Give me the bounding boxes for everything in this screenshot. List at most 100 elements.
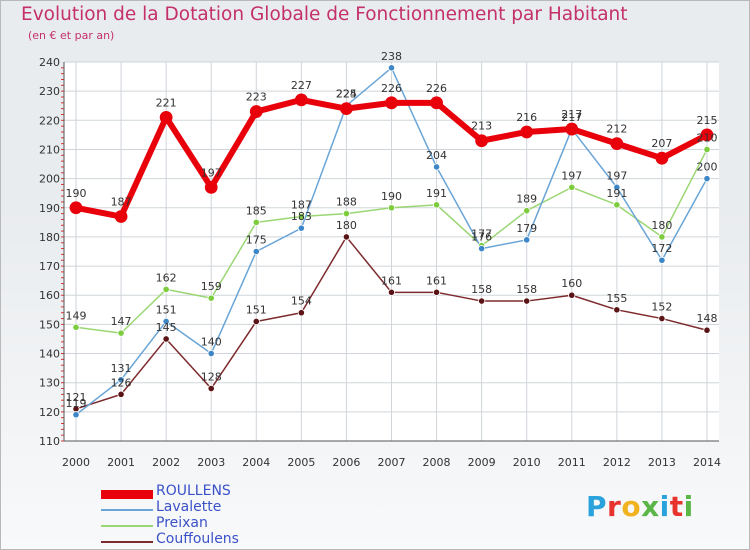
y-tick-label: 230 bbox=[39, 85, 60, 98]
y-tick-label: 120 bbox=[39, 406, 60, 419]
x-tick-label: 2013 bbox=[648, 456, 676, 469]
x-tick-label: 2009 bbox=[468, 456, 496, 469]
y-tick-label: 220 bbox=[39, 114, 60, 127]
logo-letter: i bbox=[683, 490, 694, 523]
y-tick-label: 150 bbox=[39, 318, 60, 331]
legend-swatch bbox=[101, 525, 153, 527]
data-label-preixan: 188 bbox=[336, 196, 357, 209]
data-label-couffoulens: 128 bbox=[201, 371, 222, 384]
y-tick-label: 170 bbox=[39, 260, 60, 273]
data-label-couffoulens: 126 bbox=[111, 376, 132, 389]
data-label-roullens: 226 bbox=[426, 82, 447, 95]
data-point-preixan bbox=[72, 323, 80, 331]
data-label-lavalette: 197 bbox=[606, 169, 627, 182]
legend-label: ROULLENS bbox=[156, 483, 231, 499]
data-point-lavalette bbox=[613, 183, 621, 191]
data-label-couffoulens: 154 bbox=[291, 295, 312, 308]
data-point-preixan bbox=[387, 204, 396, 212]
data-label-preixan: 159 bbox=[201, 280, 222, 293]
legend-label: Lavalette bbox=[156, 499, 222, 515]
data-label-lavalette: 176 bbox=[471, 231, 492, 244]
data-label-roullens: 217 bbox=[561, 108, 582, 121]
data-label-roullens: 227 bbox=[291, 79, 312, 92]
data-point-couffoulens bbox=[342, 233, 351, 241]
chart-subtitle: (en € et par an) bbox=[28, 29, 115, 42]
data-point-lavalette bbox=[523, 236, 531, 244]
y-tick-label: 160 bbox=[39, 289, 60, 302]
data-point-preixan bbox=[207, 294, 215, 302]
data-point-roullens bbox=[114, 210, 128, 223]
y-tick-label: 180 bbox=[39, 231, 60, 244]
data-label-lavalette: 140 bbox=[201, 336, 222, 349]
data-point-preixan bbox=[297, 212, 305, 221]
data-point-roullens bbox=[430, 96, 443, 110]
data-label-roullens: 207 bbox=[651, 137, 672, 150]
data-label-preixan: 191 bbox=[426, 187, 447, 200]
data-point-roullens bbox=[385, 96, 398, 110]
data-point-roullens bbox=[475, 134, 489, 148]
data-point-couffoulens bbox=[478, 297, 486, 305]
data-label-couffoulens: 151 bbox=[246, 303, 267, 316]
y-tick-label: 210 bbox=[39, 143, 60, 156]
x-tick-label: 2004 bbox=[242, 456, 270, 469]
data-label-lavalette: 172 bbox=[651, 242, 672, 255]
data-label-lavalette: 225 bbox=[336, 88, 357, 101]
data-label-roullens: 216 bbox=[516, 111, 537, 124]
data-point-preixan bbox=[252, 218, 260, 226]
logo-letter: r bbox=[607, 490, 622, 523]
data-point-lavalette bbox=[658, 256, 666, 264]
x-tick-label: 2003 bbox=[197, 456, 225, 469]
data-point-roullens bbox=[610, 137, 624, 151]
data-label-couffoulens: 160 bbox=[561, 277, 582, 290]
data-label-couffoulens: 180 bbox=[336, 219, 357, 232]
y-tick-label: 140 bbox=[39, 348, 60, 361]
data-point-lavalette bbox=[703, 175, 711, 183]
data-label-preixan: 147 bbox=[111, 315, 132, 328]
legend-swatch bbox=[101, 509, 153, 511]
data-point-preixan bbox=[342, 210, 351, 218]
data-point-preixan bbox=[658, 233, 666, 241]
data-label-roullens: 215 bbox=[696, 114, 717, 127]
data-point-preixan bbox=[432, 201, 441, 209]
data-label-preixan: 187 bbox=[291, 199, 312, 212]
proxiti-logo: Proxiti bbox=[586, 490, 694, 523]
data-point-couffoulens bbox=[207, 384, 215, 393]
y-tick-label: 190 bbox=[39, 202, 60, 215]
x-tick-label: 2006 bbox=[332, 456, 360, 469]
data-point-lavalette bbox=[207, 349, 215, 358]
data-label-couffoulens: 121 bbox=[66, 391, 87, 404]
data-point-preixan bbox=[117, 329, 125, 337]
data-point-lavalette bbox=[72, 411, 80, 419]
data-point-lavalette bbox=[432, 163, 441, 171]
data-label-couffoulens: 145 bbox=[156, 321, 177, 334]
data-point-roullens bbox=[249, 105, 263, 118]
chart-title: Evolution de la Dotation Globale de Fonc… bbox=[21, 4, 628, 25]
data-point-couffoulens bbox=[252, 317, 260, 326]
data-point-roullens bbox=[700, 128, 714, 142]
data-point-couffoulens bbox=[658, 314, 666, 323]
data-point-preixan bbox=[613, 201, 621, 209]
logo-letter: o bbox=[621, 490, 642, 523]
x-tick-label: 2008 bbox=[423, 456, 451, 469]
data-point-couffoulens bbox=[432, 288, 441, 296]
data-point-couffoulens bbox=[613, 306, 621, 314]
data-point-couffoulens bbox=[117, 390, 125, 398]
legend-swatch bbox=[101, 541, 153, 543]
data-label-lavalette: 131 bbox=[111, 362, 132, 375]
legend-swatch bbox=[101, 489, 153, 499]
x-tick-label: 2012 bbox=[603, 456, 631, 469]
data-label-roullens: 213 bbox=[471, 120, 492, 133]
data-point-lavalette bbox=[252, 247, 260, 256]
data-point-roullens bbox=[340, 102, 353, 116]
data-point-roullens bbox=[159, 110, 173, 124]
data-point-preixan bbox=[703, 145, 711, 154]
data-point-lavalette bbox=[162, 317, 170, 326]
y-tick-label: 130 bbox=[39, 377, 60, 390]
data-point-couffoulens bbox=[703, 326, 711, 334]
data-label-lavalette: 179 bbox=[516, 222, 537, 235]
data-label-roullens: 221 bbox=[156, 96, 177, 109]
data-point-lavalette bbox=[297, 224, 305, 232]
y-tick-label: 200 bbox=[39, 173, 60, 186]
data-point-preixan bbox=[162, 285, 170, 293]
data-point-lavalette bbox=[478, 244, 486, 253]
